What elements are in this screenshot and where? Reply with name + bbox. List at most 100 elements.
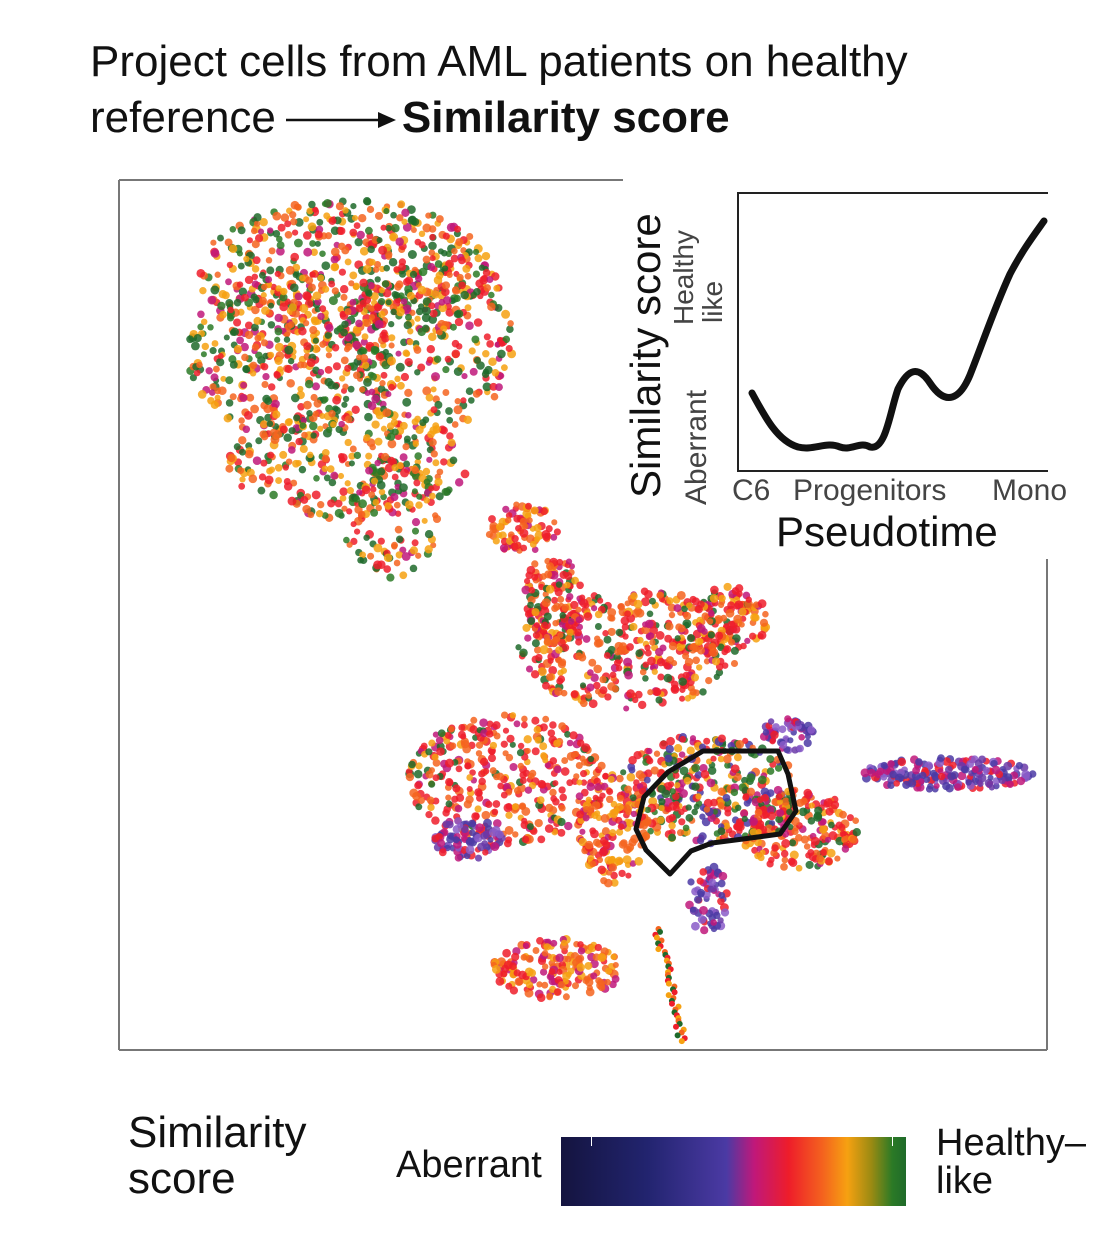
cell-point — [383, 553, 393, 562]
cell-point — [284, 230, 293, 239]
cell-point — [733, 602, 741, 610]
cell-point — [849, 835, 858, 844]
cell-point — [965, 779, 972, 786]
cell-point — [666, 736, 676, 746]
cell-point — [583, 612, 593, 621]
cell-point — [434, 400, 443, 409]
cell-point — [228, 244, 238, 254]
cell-point — [825, 807, 834, 816]
cell-point — [380, 371, 388, 379]
cell-point — [434, 260, 443, 268]
colorbar-tick-left — [591, 1137, 592, 1146]
cell-point — [708, 878, 717, 886]
cell-point — [217, 353, 224, 360]
cell-point — [229, 226, 237, 233]
cell-point — [263, 404, 273, 414]
cell-point — [742, 793, 750, 800]
cell-point — [481, 251, 491, 261]
cell-point — [356, 489, 363, 496]
cell-point — [395, 237, 404, 246]
cell-point — [607, 627, 616, 636]
cell-point — [321, 448, 330, 457]
cell-point — [699, 905, 708, 915]
cell-point — [1021, 770, 1031, 779]
cell-point — [626, 689, 636, 699]
cell-point — [469, 367, 478, 376]
cell-point — [588, 699, 598, 709]
cell-point — [594, 783, 603, 792]
cell-point — [461, 740, 470, 749]
cell-point — [415, 803, 423, 811]
cell-point — [717, 917, 724, 924]
cell-point — [328, 217, 337, 225]
cell-point — [267, 351, 275, 359]
cell-point — [395, 535, 404, 543]
cell-point — [460, 247, 467, 254]
cell-point — [251, 240, 260, 249]
cell-point — [218, 289, 228, 299]
cell-point — [236, 336, 244, 345]
cell-point — [505, 753, 514, 762]
cell-point — [404, 284, 413, 294]
cell-point — [931, 773, 940, 782]
cell-point — [717, 755, 725, 763]
cell-point — [380, 425, 387, 432]
cell-point — [279, 450, 288, 459]
cell-point — [396, 214, 404, 222]
cell-point — [348, 452, 356, 460]
cell-point — [311, 382, 321, 391]
cell-point — [505, 836, 513, 844]
cell-point — [511, 803, 519, 811]
cell-point — [259, 296, 268, 305]
cell-point — [547, 729, 556, 737]
cell-point — [491, 369, 500, 377]
cell-point — [594, 610, 603, 619]
cell-point — [519, 803, 526, 811]
cell-point — [363, 534, 370, 541]
cell-point — [279, 425, 288, 434]
cell-point — [557, 828, 566, 837]
cell-point — [490, 842, 500, 852]
cell-point — [686, 602, 693, 609]
cell-point — [209, 383, 217, 391]
cell-point — [366, 205, 375, 214]
cell-point — [359, 551, 367, 559]
cell-point — [469, 769, 476, 776]
cell-point — [665, 992, 672, 999]
cell-point — [493, 732, 501, 740]
cell-point — [349, 271, 358, 280]
cell-point — [650, 766, 659, 775]
cell-point — [615, 802, 624, 812]
cell-point — [610, 878, 619, 887]
cell-point — [492, 800, 501, 808]
cell-point — [552, 619, 559, 627]
cell-point — [580, 779, 588, 786]
cell-point — [371, 394, 381, 404]
cell-point — [531, 716, 540, 725]
cell-point — [1028, 770, 1037, 778]
cell-point — [695, 664, 703, 671]
cell-point — [196, 361, 203, 369]
cell-point — [317, 274, 325, 282]
cell-point — [418, 267, 428, 277]
cell-point — [370, 508, 379, 517]
cell-point — [582, 805, 590, 813]
cell-point — [240, 381, 248, 389]
cell-point — [684, 657, 694, 667]
cell-point — [330, 421, 337, 428]
cell-point — [678, 818, 686, 826]
cell-point — [648, 632, 655, 639]
cell-point — [489, 524, 498, 533]
cell-point — [998, 776, 1006, 784]
cell-point — [937, 772, 946, 781]
cell-point — [622, 855, 632, 865]
cell-point — [539, 645, 549, 655]
cell-point — [742, 737, 749, 744]
cell-point — [332, 382, 340, 390]
cell-point — [409, 270, 418, 279]
cell-point — [373, 543, 383, 553]
cell-point — [593, 777, 601, 785]
cell-point — [337, 226, 346, 236]
cell-point — [274, 356, 283, 365]
cell-point — [497, 372, 505, 380]
